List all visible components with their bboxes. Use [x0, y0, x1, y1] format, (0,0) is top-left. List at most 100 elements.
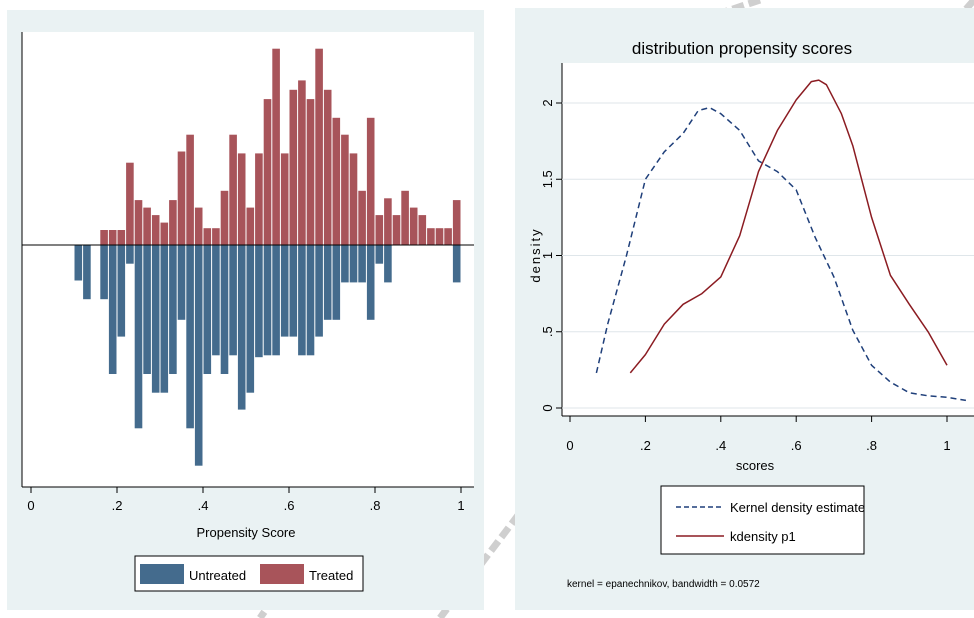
bar-untreated: [384, 245, 392, 283]
bar-treated: [126, 162, 134, 245]
kernel-note: kernel = epanechnikov, bandwidth = 0.057…: [567, 579, 760, 590]
bar-treated: [194, 207, 203, 245]
bar-untreated: [151, 245, 160, 393]
bar-untreated: [237, 245, 246, 410]
bar-untreated: [289, 245, 298, 337]
bar-treated: [298, 80, 306, 246]
x-ticks: 0 .2 .4 .6 .8 1: [27, 487, 465, 513]
bar-treated: [108, 230, 117, 245]
x-ticks: 0 .2 .4 .6 .8 1: [566, 416, 951, 453]
bar-treated: [409, 207, 418, 245]
bar-treated: [143, 207, 151, 245]
y-tick-label: 2: [540, 99, 555, 106]
bar-untreated: [452, 245, 461, 283]
y-tick-label: 0: [540, 404, 555, 411]
bar-treated: [349, 153, 358, 245]
bar-treated: [280, 153, 289, 245]
density-panel: distribution propensity scores 0.5 1 1.5 2 …: [515, 8, 974, 610]
y-tick-label: 1.5: [540, 170, 555, 188]
legend-label-kdensity: kdensity p1: [730, 529, 796, 544]
chart-title: distribution propensity scores: [632, 39, 852, 58]
bar-treated: [160, 222, 169, 245]
bar-untreated: [203, 245, 212, 374]
kernel-density-line: [595, 106, 967, 402]
bar-treated: [341, 134, 349, 245]
bar-treated: [392, 215, 401, 245]
bar-treated: [444, 228, 452, 245]
histogram-bars: [74, 48, 461, 466]
legend-label-treated: Treated: [309, 568, 353, 583]
legend-label-untreated: Untreated: [189, 568, 246, 583]
bar-untreated: [186, 245, 194, 429]
bar-treated: [315, 48, 323, 246]
bar-treated: [418, 215, 427, 245]
x-tick-label: .6: [284, 498, 295, 513]
x-tick-label: .8: [866, 438, 877, 453]
bar-untreated: [212, 245, 220, 356]
bar-untreated: [117, 245, 126, 337]
bar-treated: [401, 190, 409, 245]
x-tick-label: 0: [566, 438, 573, 453]
bar-untreated: [83, 245, 91, 300]
bar-treated: [358, 190, 366, 245]
bar-untreated: [332, 245, 341, 320]
bar-untreated: [160, 245, 169, 393]
bar-untreated: [229, 245, 237, 356]
bar-untreated: [126, 245, 134, 264]
bar-untreated: [315, 245, 323, 337]
plot-area: [562, 63, 974, 416]
bar-treated: [323, 89, 332, 245]
bar-untreated: [306, 245, 315, 356]
bar-untreated: [246, 245, 255, 393]
histogram-panel: 0 .2 .4 .6 .8 1 Propensity Score Untreated Tr…: [7, 10, 484, 610]
bar-treated: [384, 198, 392, 246]
bar-treated: [186, 134, 194, 245]
bar-untreated: [263, 245, 272, 356]
x-axis-label: Propensity Score: [197, 525, 296, 540]
x-tick-label: 1: [457, 498, 464, 513]
x-tick-label: .2: [112, 498, 123, 513]
y-tick-label: 1: [540, 252, 555, 259]
bar-untreated: [298, 245, 306, 356]
legend-label-kernel: Kernel density estimate: [730, 500, 865, 515]
legend-swatch-treated: [260, 564, 304, 584]
bar-untreated: [255, 245, 263, 358]
bar-treated: [151, 215, 160, 245]
bar-untreated: [194, 245, 203, 466]
bar-treated: [272, 48, 280, 246]
bar-treated: [435, 228, 444, 245]
y-axis-label: density: [528, 227, 543, 282]
bar-untreated: [323, 245, 332, 320]
bar-untreated: [108, 245, 117, 374]
bar-untreated: [341, 245, 349, 283]
legend-box: [660, 485, 865, 555]
bar-untreated: [177, 245, 186, 320]
bar-untreated: [366, 245, 375, 320]
bar-untreated: [220, 245, 229, 374]
bar-untreated: [169, 245, 177, 374]
x-tick-label: .4: [198, 498, 209, 513]
bar-treated: [255, 153, 263, 245]
bar-treated: [289, 89, 298, 245]
bar-treated: [117, 230, 126, 245]
histogram-chart: 0 .2 .4 .6 .8 1 Propensity Score Untreated Tr…: [21, 32, 474, 592]
density-chart: distribution propensity scores 0.511.52 …: [528, 39, 974, 590]
x-tick-label: 1: [943, 438, 950, 453]
y-ticks: 0 .5 1 1.5 2: [540, 99, 562, 412]
x-axis-label: scores: [736, 458, 775, 473]
bar-treated: [100, 230, 108, 245]
x-tick-label: .6: [791, 438, 802, 453]
bar-treated: [177, 151, 186, 245]
bar-treated: [134, 200, 143, 245]
bar-treated: [246, 207, 255, 245]
legend-swatch-untreated: [140, 564, 184, 584]
bar-treated: [375, 215, 384, 245]
bar-untreated: [358, 245, 366, 283]
bar-treated: [237, 153, 246, 245]
bar-treated: [306, 99, 315, 245]
bar-untreated: [280, 245, 289, 337]
bar-untreated: [143, 245, 151, 374]
bar-treated: [169, 200, 177, 245]
bar-treated: [203, 228, 212, 245]
x-tick-label: 0: [27, 498, 34, 513]
